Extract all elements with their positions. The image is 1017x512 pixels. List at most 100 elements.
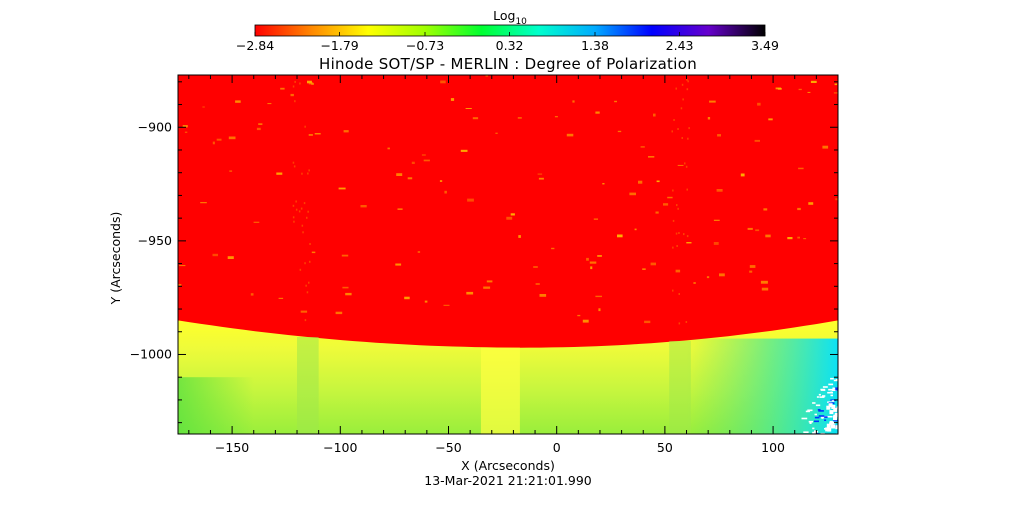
- y-tick-label: −950: [138, 233, 172, 248]
- off-disk-speckle: [675, 269, 681, 273]
- off-disk-speckle: [617, 234, 623, 238]
- off-disk-speckle: [681, 83, 684, 86]
- off-disk-speckle: [554, 116, 558, 118]
- off-disk-speckle: [300, 310, 308, 313]
- colorbar-bar: [254, 24, 766, 37]
- off-disk-speckle: [822, 145, 829, 149]
- off-disk-speckle: [673, 119, 675, 121]
- off-disk-speckle: [293, 220, 295, 223]
- edge-noise-pixel: [814, 430, 817, 432]
- off-disk-speckle: [304, 319, 307, 322]
- edge-noise-pixel: [830, 394, 833, 397]
- edge-noise-pixel: [821, 417, 824, 419]
- off-disk-speckle: [678, 322, 681, 325]
- off-disk-speckle: [308, 134, 313, 136]
- off-disk-speckle: [276, 172, 283, 175]
- off-disk-speckle: [687, 137, 689, 140]
- off-disk-speckle: [305, 284, 307, 287]
- off-disk-speckle: [202, 106, 205, 108]
- edge-noise-pixel: [834, 434, 838, 438]
- off-disk-speckle: [677, 128, 679, 130]
- off-disk-speckle: [716, 189, 723, 192]
- edge-noise-pixel: [807, 409, 813, 412]
- off-disk-speckle: [294, 80, 296, 83]
- off-disk-speckle: [582, 319, 589, 323]
- off-disk-speckle: [307, 172, 309, 175]
- off-disk-speckle: [299, 82, 301, 85]
- colorbar-tick-label: −2.84: [236, 38, 274, 53]
- edge-noise-pixel: [818, 415, 825, 417]
- off-disk-speckle: [407, 177, 413, 180]
- edge-noise-pixel: [809, 422, 812, 424]
- off-disk-speckle: [650, 262, 656, 266]
- off-disk-speckle: [395, 263, 402, 266]
- x-tick-label: −100: [323, 440, 357, 455]
- edge-noise-pixel: [835, 389, 838, 391]
- off-disk-speckle: [834, 83, 838, 86]
- off-disk-speckle: [653, 113, 656, 117]
- off-disk-speckle: [808, 202, 814, 205]
- edge-noise-pixel: [835, 425, 838, 430]
- off-disk-speckle: [345, 292, 352, 296]
- off-disk-speckle: [676, 245, 678, 247]
- off-disk-speckle: [300, 207, 303, 210]
- colorbar-tick-label: −0.73: [406, 38, 444, 53]
- off-disk-speckle: [810, 80, 817, 83]
- disk-streak: [669, 340, 691, 434]
- off-disk-speckle: [298, 210, 301, 213]
- off-disk-speckle: [566, 133, 574, 137]
- edge-noise-pixel: [818, 410, 824, 412]
- timestamp-footer: 13-Mar-2021 21:21:01.990: [424, 473, 592, 488]
- off-disk-speckle: [595, 111, 600, 114]
- edge-noise-pixel: [835, 379, 838, 381]
- edge-noise-pixel: [826, 405, 831, 410]
- edge-noise-pixel: [831, 400, 835, 402]
- off-disk-speckle: [797, 207, 801, 211]
- off-disk-speckle: [178, 284, 182, 286]
- off-disk-speckle: [760, 280, 768, 284]
- off-disk-speckle: [644, 320, 651, 324]
- off-disk-speckle: [506, 216, 513, 220]
- off-disk-speckle: [675, 87, 677, 90]
- edge-noise-pixel: [831, 405, 836, 409]
- colorbar: Log10 −2.84 −1.79 −0.73 0.32 1.38 2.43 3.49: [236, 8, 779, 53]
- edge-noise-pixel: [814, 413, 817, 416]
- off-disk-speckle: [338, 187, 346, 190]
- off-disk-speckle: [687, 80, 689, 83]
- off-disk-speckle: [293, 165, 296, 168]
- off-disk-speckle: [685, 321, 688, 323]
- edge-noise-pixel: [822, 386, 828, 388]
- off-disk-speckle: [648, 156, 655, 158]
- off-disk-speckle: [678, 293, 680, 295]
- off-disk-speckle: [803, 238, 807, 240]
- off-disk-speckle: [216, 138, 222, 141]
- off-disk-speckle: [397, 208, 403, 210]
- off-disk-speckle: [258, 123, 263, 125]
- off-disk-speckle: [638, 180, 643, 184]
- off-disk-speckle: [655, 211, 659, 214]
- off-disk-speckle: [765, 234, 771, 238]
- off-disk-speckle: [686, 242, 692, 244]
- y-tick-label: −1000: [130, 346, 172, 361]
- off-disk-speckle: [440, 80, 446, 84]
- edge-noise-pixel: [812, 427, 815, 430]
- off-disk-speckle: [688, 127, 690, 130]
- off-disk-speckle: [538, 177, 544, 180]
- off-disk-speckle: [686, 78, 688, 81]
- off-disk-speckle: [299, 268, 302, 271]
- off-disk-speckle: [740, 173, 745, 177]
- off-disk-speckle: [757, 102, 761, 106]
- off-disk-speckle: [212, 141, 215, 145]
- off-disk-speckle: [387, 147, 390, 150]
- edge-noise-pixel: [821, 416, 827, 418]
- off-disk-speckle: [510, 213, 515, 216]
- off-disk-speckle: [761, 287, 769, 291]
- off-disk-speckle: [678, 232, 680, 234]
- off-disk-speckle: [595, 295, 602, 298]
- off-disk-speckle: [798, 167, 804, 170]
- off-disk-speckle: [444, 190, 447, 194]
- off-disk-speckle: [577, 314, 581, 317]
- disk-left-fade: [178, 377, 254, 434]
- disk-streaks: [297, 337, 691, 434]
